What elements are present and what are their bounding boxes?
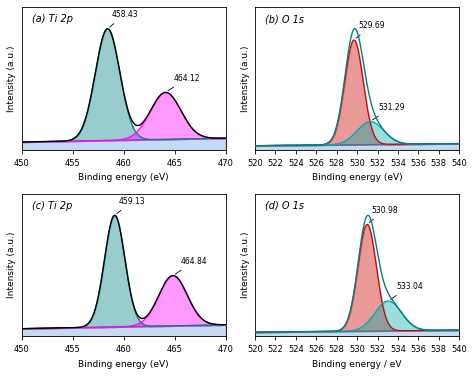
- Text: 531.29: 531.29: [373, 103, 405, 120]
- Text: 533.04: 533.04: [391, 282, 423, 299]
- X-axis label: Binding energy (eV): Binding energy (eV): [78, 360, 169, 369]
- Y-axis label: Intensity (a.u.): Intensity (a.u.): [7, 45, 16, 112]
- X-axis label: Binding energy (eV): Binding energy (eV): [78, 173, 169, 182]
- Text: 529.69: 529.69: [356, 21, 385, 38]
- Text: (d) O 1s: (d) O 1s: [265, 201, 304, 211]
- Y-axis label: Intensity (a.u.): Intensity (a.u.): [7, 232, 16, 298]
- Y-axis label: Intensity (a.u.): Intensity (a.u.): [240, 232, 249, 298]
- Text: 464.84: 464.84: [175, 257, 208, 274]
- Text: 464.12: 464.12: [168, 74, 201, 91]
- Text: 459.13: 459.13: [117, 197, 146, 214]
- Text: (b) O 1s: (b) O 1s: [265, 14, 304, 24]
- Y-axis label: Intensity (a.u.): Intensity (a.u.): [240, 45, 249, 112]
- Text: (c) Ti 2p: (c) Ti 2p: [32, 201, 72, 211]
- X-axis label: Binding energy (eV): Binding energy (eV): [312, 173, 402, 182]
- X-axis label: Binding energy / eV: Binding energy / eV: [312, 360, 402, 369]
- Text: 530.98: 530.98: [369, 206, 398, 223]
- Text: 458.43: 458.43: [109, 10, 138, 27]
- Text: (a) Ti 2p: (a) Ti 2p: [32, 14, 73, 24]
